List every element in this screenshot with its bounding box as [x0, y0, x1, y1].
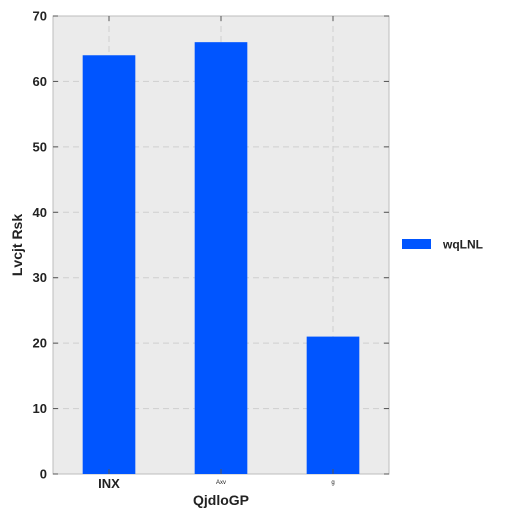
y-tick-label: 60: [33, 74, 47, 89]
y-tick-label: 30: [33, 270, 47, 285]
y-tick-label: 20: [33, 336, 47, 351]
legend: wqLNL: [402, 238, 483, 252]
x-axis-title: QjdloGP: [193, 492, 249, 508]
x-tick-label: INX: [98, 476, 120, 491]
y-axis-title: Lvcjt Rsk: [9, 214, 25, 276]
bar-g: [306, 336, 360, 474]
legend-swatch: [402, 239, 431, 249]
bar-axv: [194, 42, 248, 475]
y-tick-label: 70: [33, 9, 47, 24]
y-tick-label: 0: [40, 467, 47, 482]
y-tick-label: 10: [33, 401, 47, 416]
bars: [82, 42, 360, 475]
x-tick-label: Axv: [216, 480, 226, 486]
x-axis-ticks: INX Axv g: [98, 16, 335, 491]
legend-label: wqLNL: [442, 238, 483, 252]
y-axis-ticks: 0 10 20 30 40 50 60 70: [33, 9, 389, 482]
y-tick-label: 50: [33, 139, 47, 154]
y-tick-label: 40: [33, 205, 47, 220]
x-tick-label: g: [331, 480, 334, 486]
bar-inx: [82, 55, 136, 474]
